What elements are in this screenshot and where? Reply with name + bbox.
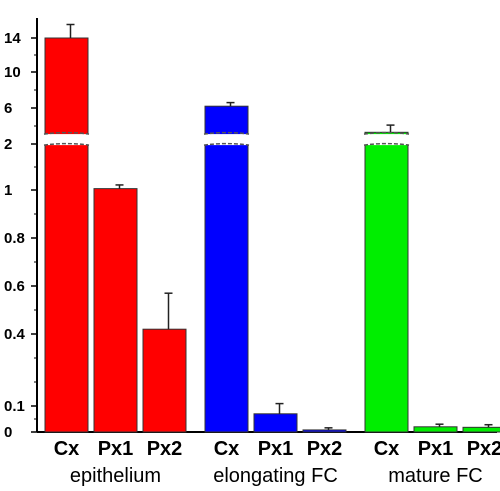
bar-elongating-fc-px1 <box>253 413 298 433</box>
bar-mature-fc-cx <box>364 131 409 433</box>
bar-epithelium-cx <box>44 37 89 433</box>
category-label: Px1 <box>418 438 454 460</box>
category-label: Px2 <box>307 438 343 460</box>
axis-break-line <box>43 131 90 135</box>
y-tick-label: 0.1 <box>4 398 25 415</box>
axis-break-gap <box>204 134 249 146</box>
y-tick-label: 14 <box>4 30 21 47</box>
bar-epithelium-px1 <box>93 188 138 433</box>
y-tick-label: 0.4 <box>4 326 26 343</box>
y-tick-label: 0 <box>4 424 12 441</box>
axis-break-gap <box>364 134 409 146</box>
category-label: Px1 <box>98 438 134 460</box>
axis-break-gap <box>44 134 89 146</box>
category-label: Cx <box>54 438 80 460</box>
axis-break-line <box>43 142 90 146</box>
y-tick-label: 0.8 <box>4 230 25 247</box>
y-tick-label: 2 <box>4 136 12 153</box>
y-tick-label: 0.6 <box>4 278 25 295</box>
x-labels: Cx Px1 Px2 epithelium Cx Px1 Px2 elongating FC C… <box>54 438 500 487</box>
bar-mature-fc-px1 <box>413 426 458 433</box>
axis-break-line <box>363 131 410 135</box>
group-label: epithelium <box>70 465 161 487</box>
axis-break-line <box>203 131 250 135</box>
category-label: Cx <box>214 438 240 460</box>
axis-break-line <box>203 142 250 146</box>
category-label: Cx <box>374 438 400 460</box>
y-tick-label: 10 <box>4 64 21 81</box>
bar-elongating-fc-px2 <box>302 429 347 433</box>
group-label: mature FC <box>388 465 482 487</box>
bar-mature-fc-px2 <box>462 426 500 433</box>
bar-elongating-fc-cx <box>204 105 249 433</box>
y-tick-label: 6 <box>4 100 12 117</box>
category-label: Px2 <box>467 438 500 460</box>
bar-epithelium-px2 <box>142 328 187 433</box>
y-tick-label: 1 <box>4 182 12 199</box>
bars <box>43 23 500 433</box>
category-label: Px2 <box>147 438 183 460</box>
category-label: Px1 <box>258 438 294 460</box>
axis-break-line <box>363 142 410 146</box>
group-label: elongating FC <box>213 465 338 487</box>
